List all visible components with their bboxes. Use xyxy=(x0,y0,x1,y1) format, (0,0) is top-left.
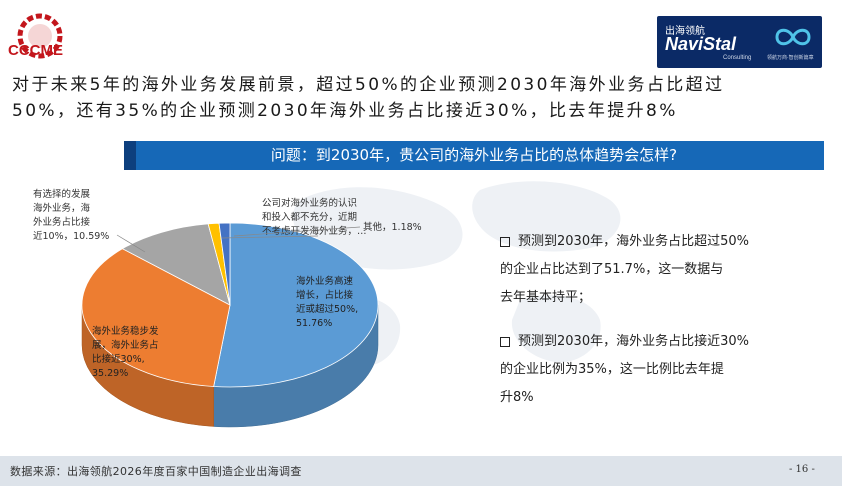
page-number: - 16 - xyxy=(789,464,815,475)
headline-line-1: 对于未来5年的海外业务发展前景，超过50%的企业预测2030年海外业务占比超过 xyxy=(12,75,725,95)
pie-slice-0 xyxy=(213,222,379,388)
pie-label-0-line-3: 51.76% xyxy=(296,318,332,329)
pie-label-1-line-1: 展，海外业务占 xyxy=(92,339,159,351)
bullet-2-line-2: 的企业比例为35%，这一比例比去年提 xyxy=(500,362,724,377)
leader-line-other xyxy=(233,226,361,237)
headline-line-2: 50%，还有35%的企业预测2030年海外业务占比接近30%，比去年提升8% xyxy=(12,101,678,121)
bullet-2-line-1: 预测到2030年，海外业务占比接近30% xyxy=(518,334,749,349)
pie-slice-2 xyxy=(121,223,231,306)
pie-label-0-line-0: 海外业务高速 xyxy=(296,275,354,287)
navistal-logo-en: NaviStal xyxy=(665,34,737,54)
infinity-logo-icon xyxy=(775,28,811,46)
data-source-text: 数据来源：出海领航2026年度百家中国制造企业出海调查 xyxy=(10,465,302,478)
pie-label-2-line-1: 海外业务，海 xyxy=(33,202,91,214)
bullet-1-line-2: 的企业占比达到了51.7%，这一数据与 xyxy=(500,262,724,277)
pie-label-0-line-1: 增长，占比接 xyxy=(296,289,354,301)
cccme-logo: CCCME xyxy=(4,10,82,70)
footer-bar: 数据来源：出海领航2026年度百家中国制造企业出海调查 - 16 - xyxy=(0,456,842,486)
pie-label-1-line-0: 海外业务稳步发 xyxy=(92,325,159,337)
cccme-emblem-icon xyxy=(17,13,63,59)
pie-label-2-line-2: 外业务占比接 xyxy=(33,216,91,228)
navistal-logo-cn: 出海领航 xyxy=(665,26,705,37)
banner-accent xyxy=(124,141,136,170)
navistal-logo-tag: 领航万商·智创新篇章 xyxy=(767,55,814,61)
question-text: 问题：到2030年，贵公司的海外业务占比的总体趋势会怎样? xyxy=(270,146,678,164)
leader-line-grey xyxy=(116,234,146,253)
pie-label-3-line-0: 公司对海外业务的认识 xyxy=(262,197,357,209)
square-bullet-icon xyxy=(500,237,510,247)
square-bullet-icon xyxy=(500,337,510,347)
navistal-logo-sub: Consulting xyxy=(723,55,752,61)
leader-line-yellow xyxy=(221,235,319,239)
navistal-logo: 出海领航 NaviStal Consulting 领航万商·智创新篇章 xyxy=(657,16,822,68)
pie-label-3-line-1: 和投入都不充分，近期 xyxy=(262,211,357,223)
bullet-1-line-3: 去年基本持平； xyxy=(500,290,592,305)
bullet-1-line-1: 预测到2030年，海外业务占比超过50% xyxy=(518,234,749,249)
pie-label-2-line-3: 近10%，10.59% xyxy=(33,230,109,242)
pie-slice-4 xyxy=(218,222,231,306)
pie-label-1-line-3: 35.29% xyxy=(92,368,128,379)
bullet-text-2: 预测到2030年，海外业务占比接近30% 的企业比例为35%，这一比例比去年提 … xyxy=(500,328,818,412)
pie-label-1-line-2: 比接近30%, xyxy=(92,353,145,365)
cccme-logo-text: CCCME xyxy=(8,42,63,59)
pie-label-0-line-2: 近或超过50%, xyxy=(296,303,358,315)
pie-label-3-line-2: 不考虑开发海外业务，… xyxy=(262,225,367,237)
bullet-2-line-3: 升8% xyxy=(500,390,534,405)
page-headline: 对于未来5年的海外业务发展前景，超过50%的企业预测2030年海外业务占比超过 … xyxy=(12,72,822,124)
bullet-text-1: 预测到2030年，海外业务占比超过50% 的企业占比达到了51.7%，这一数据与… xyxy=(500,228,818,312)
pie-slice-1 xyxy=(81,248,231,387)
pie-label-4-line-0: 其他，1.18% xyxy=(363,221,422,233)
pie-label-2-line-0: 有选择的发展 xyxy=(33,188,91,200)
question-banner: 问题：到2030年，贵公司的海外业务占比的总体趋势会怎样? xyxy=(124,141,824,170)
